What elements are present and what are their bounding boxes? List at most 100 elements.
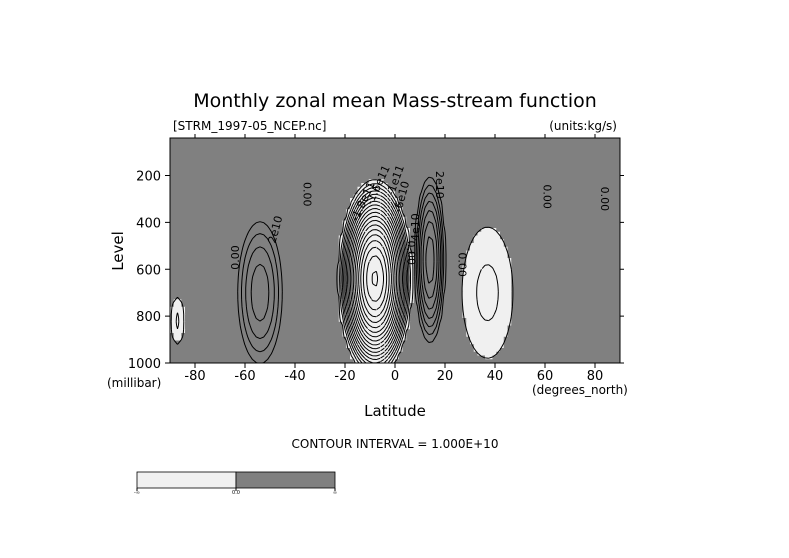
- fill-cell: [308, 243, 314, 248]
- fill-cell: [312, 194, 317, 199]
- fill-cell: [282, 198, 287, 203]
- fill-cell: [567, 141, 572, 147]
- fill-cell: [608, 190, 614, 195]
- fill-cell: [473, 190, 479, 195]
- fill-cell: [353, 194, 359, 199]
- fill-cell: [331, 209, 336, 214]
- fill-cell: [226, 171, 231, 177]
- fill-cell: [368, 164, 374, 169]
- fill-cell: [511, 258, 516, 263]
- fill-cell: [530, 171, 535, 177]
- fill-cell: [470, 235, 475, 240]
- fill-cell: [466, 141, 471, 147]
- fill-cell: [196, 149, 201, 154]
- fill-cell: [252, 145, 257, 150]
- fill-cell: [402, 254, 407, 259]
- fill-cell: [275, 261, 280, 267]
- fill-cell: [200, 284, 205, 289]
- fill-cell: [413, 231, 419, 237]
- fill-cell: [263, 183, 269, 188]
- fill-cell: [447, 160, 452, 165]
- fill-cell: [470, 160, 475, 165]
- fill-cell: [196, 198, 201, 203]
- fill-cell: [488, 224, 494, 229]
- fill-cell: [222, 258, 227, 263]
- fill-cell: [567, 216, 572, 222]
- fill-cell: [458, 205, 464, 210]
- fill-cell: [462, 198, 467, 203]
- fill-cell: [203, 145, 209, 150]
- fill-cell: [485, 265, 490, 270]
- fill-cell: [260, 243, 265, 248]
- fill-cell: [470, 243, 475, 248]
- fill-cell: [327, 209, 332, 214]
- fill-cell: [421, 194, 426, 199]
- fill-cell: [380, 164, 385, 169]
- fill-cell: [395, 273, 400, 278]
- fill-cell: [237, 254, 242, 259]
- fill-cell: [226, 183, 231, 188]
- fill-cell: [447, 186, 452, 192]
- fill-cell: [323, 201, 329, 207]
- fill-cell: [466, 213, 471, 218]
- fill-cell: [316, 209, 321, 214]
- fill-cell: [417, 145, 422, 150]
- fill-cell: [470, 261, 475, 267]
- fill-cell: [200, 213, 205, 218]
- fill-cell: [608, 209, 614, 214]
- fill-cell: [518, 149, 524, 154]
- fill-cell: [511, 153, 516, 158]
- fill-cell: [237, 250, 242, 255]
- fill-cell: [507, 183, 512, 188]
- fill-cell: [335, 231, 340, 237]
- fill-cell: [530, 138, 535, 143]
- fill-cell: [582, 231, 587, 237]
- fill-cell: [368, 273, 374, 278]
- fill-cell: [425, 205, 430, 210]
- fill-cell: [567, 168, 572, 173]
- fill-cell: [226, 153, 231, 158]
- fill-cell: [530, 175, 535, 180]
- fill-cell: [586, 156, 591, 162]
- fill-cell: [593, 243, 599, 248]
- fill-cell: [245, 149, 250, 154]
- fill-cell: [192, 145, 197, 150]
- fill-cell: [177, 160, 182, 165]
- fill-cell: [421, 156, 426, 162]
- fill-cell: [560, 153, 565, 158]
- fill-cell: [492, 235, 497, 240]
- fill-cell: [211, 168, 216, 173]
- fill-cell: [263, 201, 269, 207]
- fill-cell: [181, 213, 186, 218]
- fill-cell: [263, 160, 269, 165]
- fill-cell: [488, 216, 494, 222]
- fill-cell: [496, 160, 501, 165]
- fill-cell: [338, 201, 344, 207]
- fill-cell: [605, 213, 610, 218]
- fill-cell: [323, 288, 329, 293]
- fill-cell: [541, 156, 546, 162]
- fill-cell: [338, 220, 344, 225]
- fill-cell: [612, 164, 617, 169]
- fill-cell: [327, 243, 332, 248]
- fill-cell: [552, 239, 557, 244]
- fill-cell: [331, 261, 336, 267]
- fill-cell: [376, 265, 381, 270]
- fill-cell: [241, 175, 246, 180]
- fill-cell: [455, 250, 460, 255]
- fill-cell: [222, 190, 227, 195]
- fill-cell: [556, 160, 561, 165]
- fill-cell: [376, 209, 381, 214]
- fill-cell: [368, 138, 374, 143]
- fill-cell: [173, 156, 179, 162]
- fill-cell: [545, 276, 550, 282]
- fill-cell: [616, 239, 620, 244]
- fill-cell: [545, 205, 550, 210]
- fill-cell: [327, 280, 332, 285]
- fill-cell: [376, 164, 381, 169]
- fill-cell: [170, 243, 175, 248]
- fill-cell: [267, 291, 272, 297]
- fill-cell: [503, 179, 509, 184]
- fill-cell: [485, 216, 490, 222]
- fill-cell: [552, 164, 557, 169]
